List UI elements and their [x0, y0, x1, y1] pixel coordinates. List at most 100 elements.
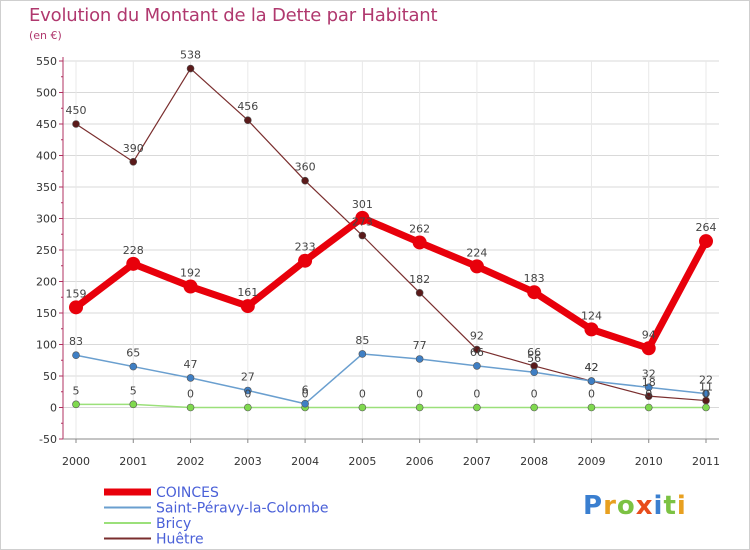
x-tick-label: 2008 — [520, 455, 548, 468]
data-point-coinces — [699, 234, 713, 249]
y-tick-label: 150 — [36, 307, 57, 320]
data-point-coinces — [183, 279, 198, 294]
y-tick-label: 300 — [36, 213, 57, 226]
data-label-saint-peravy-la-colombe: 27 — [241, 370, 255, 383]
data-label-coinces: 124 — [581, 309, 602, 322]
data-label-saint-peravy-la-colombe: 56 — [527, 352, 541, 365]
x-tick-label: 2001 — [119, 455, 147, 468]
data-label-huetre: 273 — [352, 216, 373, 229]
data-point-huetre — [358, 231, 367, 240]
data-label-huetre: 66 — [527, 346, 541, 359]
data-label-bricy: 0 — [359, 388, 366, 401]
y-tick-label: 550 — [36, 55, 57, 68]
data-point-huetre — [129, 158, 138, 166]
data-point-bricy — [129, 400, 138, 409]
data-point-saint-peravy-la-colombe — [415, 355, 424, 363]
data-point-coinces — [240, 299, 255, 314]
data-point-huetre — [244, 116, 252, 125]
legend-label-huetre: Huêtre — [156, 532, 204, 548]
data-label-huetre: 538 — [180, 49, 201, 62]
data-label-saint-peravy-la-colombe: 65 — [126, 347, 140, 360]
data-point-saint-peravy-la-colombe — [72, 351, 80, 360]
y-tick-label: 450 — [36, 118, 57, 131]
y-tick-label: 0 — [50, 402, 57, 415]
data-point-bricy — [72, 400, 80, 409]
data-point-bricy — [415, 403, 424, 412]
legend-label-bricy: Bricy — [156, 516, 191, 532]
data-point-coinces — [527, 285, 542, 300]
data-label-bricy: 0 — [531, 388, 538, 401]
y-tick-label: 50 — [43, 370, 57, 383]
data-label-saint-peravy-la-colombe: 77 — [413, 339, 427, 352]
data-label-bricy: 0 — [187, 388, 194, 401]
chart-title: Evolution du Montant de la Dette par Hab… — [29, 5, 438, 26]
x-tick-label: 2004 — [291, 455, 319, 468]
data-point-coinces — [69, 300, 83, 315]
data-label-bricy: 0 — [703, 388, 710, 401]
data-point-bricy — [644, 403, 653, 412]
x-tick-label: 2005 — [348, 455, 376, 468]
data-point-saint-peravy-la-colombe — [244, 386, 252, 395]
data-label-bricy: 0 — [302, 388, 309, 401]
data-label-huetre: 11 — [699, 381, 713, 394]
legend-label-saint-peravy-la-colombe: Saint-Péravy-la-Colombe — [156, 501, 329, 517]
series-line-saint-peravy-la-colombe — [75, 353, 707, 405]
data-point-bricy — [358, 403, 367, 412]
data-point-bricy — [186, 403, 195, 412]
data-point-huetre — [415, 289, 424, 297]
data-point-saint-peravy-la-colombe — [473, 362, 481, 370]
data-point-saint-peravy-la-colombe — [587, 377, 596, 385]
y-tick-label: 400 — [36, 150, 57, 163]
data-label-saint-peravy-la-colombe: 32 — [642, 367, 656, 380]
data-point-saint-peravy-la-colombe — [301, 399, 309, 408]
x-tick-label: 2002 — [177, 455, 205, 468]
data-label-huetre: 42 — [584, 361, 598, 374]
data-label-coinces: 192 — [180, 267, 201, 280]
x-tick-label: 2006 — [406, 455, 434, 468]
data-point-coinces — [126, 256, 141, 271]
x-tick-label: 2010 — [635, 455, 663, 468]
data-label-bricy: 0 — [473, 388, 480, 401]
data-label-bricy: 5 — [130, 384, 137, 397]
data-label-coinces: 301 — [352, 198, 373, 211]
data-point-saint-peravy-la-colombe — [644, 383, 653, 392]
series-line-bricy — [76, 403, 706, 409]
data-label-coinces: 228 — [123, 244, 144, 257]
series-line-huetre — [75, 67, 707, 402]
data-label-bricy: 5 — [73, 384, 80, 397]
y-tick-label: 500 — [36, 87, 57, 100]
x-tick-label: 2011 — [692, 455, 720, 468]
data-point-coinces — [584, 322, 599, 337]
data-label-bricy: 0 — [588, 388, 595, 401]
data-point-coinces — [412, 235, 427, 250]
y-tick-label: -50 — [39, 433, 57, 446]
x-tick-label: 2000 — [62, 455, 90, 468]
data-label-coinces: 224 — [466, 246, 487, 259]
data-point-huetre — [473, 345, 481, 354]
data-label-bricy: 0 — [645, 388, 652, 401]
data-label-coinces: 159 — [66, 287, 87, 300]
x-tick-label: 2007 — [463, 455, 491, 468]
data-label-saint-peravy-la-colombe: 85 — [355, 334, 369, 347]
data-label-huetre: 182 — [409, 273, 430, 286]
data-label-saint-peravy-la-colombe: 66 — [470, 346, 484, 359]
data-label-saint-peravy-la-colombe: 42 — [584, 361, 598, 374]
data-label-coinces: 262 — [409, 222, 430, 235]
data-point-huetre — [644, 392, 653, 400]
y-tick-label: 350 — [36, 181, 57, 194]
data-point-saint-peravy-la-colombe — [129, 362, 138, 371]
data-point-saint-peravy-la-colombe — [702, 389, 710, 398]
data-label-coinces: 183 — [524, 272, 545, 285]
data-label-huetre: 360 — [295, 161, 316, 174]
data-label-saint-peravy-la-colombe: 22 — [699, 374, 713, 387]
data-point-coinces — [355, 210, 370, 225]
data-label-saint-peravy-la-colombe: 47 — [184, 358, 198, 371]
x-tick-label: 2009 — [577, 455, 605, 468]
data-point-saint-peravy-la-colombe — [358, 350, 367, 358]
data-label-coinces: 264 — [696, 221, 717, 234]
data-label-bricy: 0 — [416, 388, 423, 401]
data-point-bricy — [244, 403, 252, 412]
series-line-coinces — [73, 214, 710, 352]
